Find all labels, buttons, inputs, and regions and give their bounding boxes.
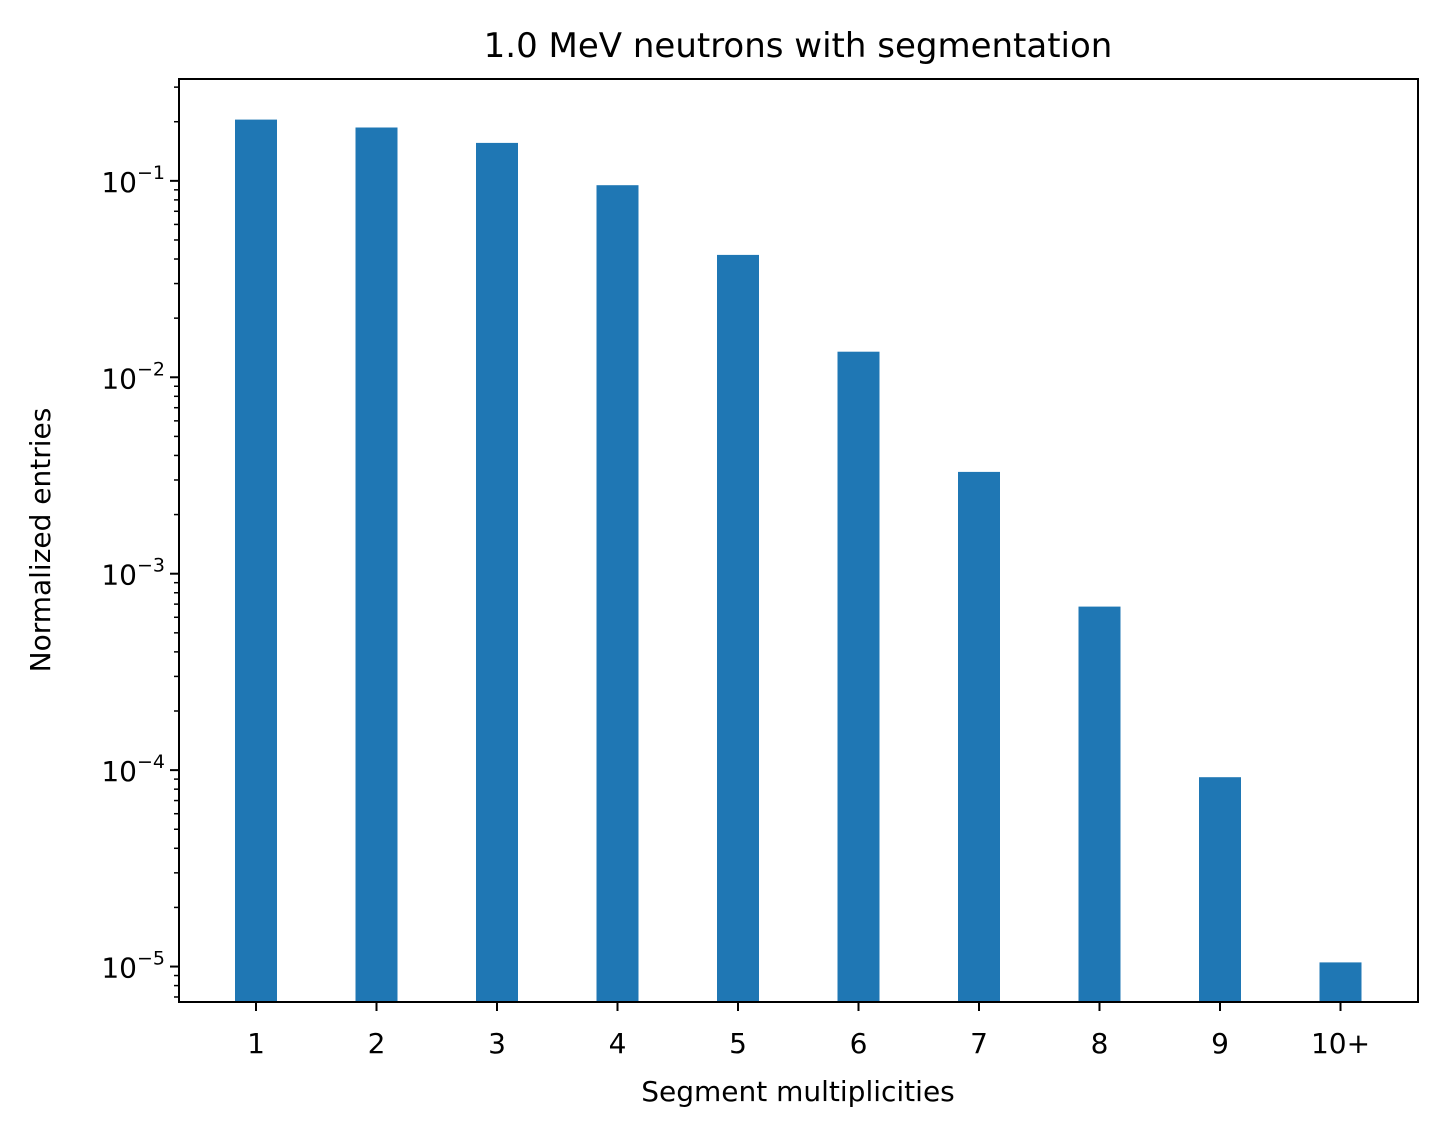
bar-6 — [837, 351, 880, 1002]
bar-5 — [717, 254, 759, 1002]
x-tick-label: 2 — [368, 1027, 386, 1060]
bar-2 — [355, 127, 398, 1002]
x-axis-ticks: 1 2 3 4 5 6 7 8 9 10+ — [247, 1002, 1370, 1060]
x-tick-label: 10+ — [1311, 1027, 1370, 1060]
y-tick-label: 10−3 — [101, 555, 165, 592]
x-tick-label: 7 — [970, 1027, 988, 1060]
chart-title: 1.0 MeV neutrons with segmentation — [484, 26, 1113, 66]
y-axis-label: Normalized entries — [24, 408, 57, 673]
bar-10plus — [1319, 962, 1362, 1002]
y-tick-label: 10−1 — [101, 162, 165, 199]
x-tick-label: 6 — [850, 1027, 868, 1060]
bars-group — [235, 119, 1362, 1003]
y-axis-ticks: 10−5 10−4 10−3 10−2 10−1 — [101, 86, 179, 998]
bar-8 — [1078, 606, 1121, 1002]
x-tick-label: 8 — [1091, 1027, 1109, 1060]
x-tick-label: 4 — [609, 1027, 627, 1060]
bar-9 — [1199, 777, 1241, 1002]
bar-4 — [596, 185, 639, 1002]
bar-7 — [958, 471, 1000, 1002]
bar-1 — [235, 119, 277, 1003]
x-tick-label: 3 — [488, 1027, 506, 1060]
x-tick-label: 5 — [729, 1027, 747, 1060]
x-axis-label: Segment multiplicities — [641, 1075, 955, 1108]
y-tick-label: 10−4 — [101, 751, 165, 788]
y-tick-label: 10−5 — [101, 948, 165, 985]
bar-3 — [476, 142, 518, 1002]
y-tick-label: 10−2 — [101, 358, 165, 395]
plot-frame — [178, 78, 1419, 1003]
x-tick-label: 1 — [247, 1027, 265, 1060]
x-tick-label: 9 — [1211, 1027, 1229, 1060]
